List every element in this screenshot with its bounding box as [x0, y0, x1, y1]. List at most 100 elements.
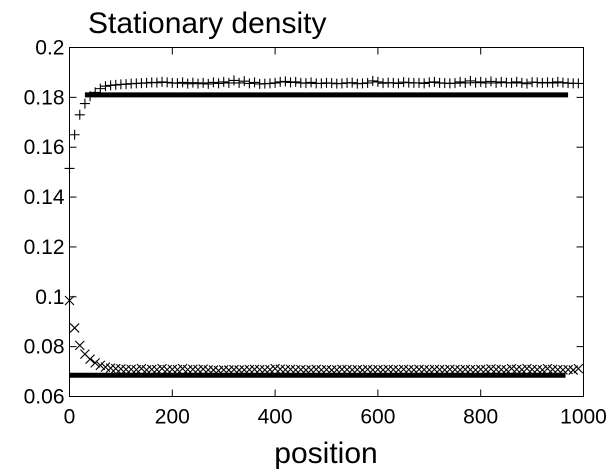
cross-data-point [249, 364, 260, 375]
plot-frame [69, 47, 584, 397]
plus-data-point [74, 109, 85, 120]
plus-data-point [470, 77, 481, 88]
plus-data-point [193, 78, 203, 89]
plus-data-point [573, 78, 584, 89]
cross-data-point [383, 364, 394, 375]
plus-data-point [270, 77, 281, 88]
cross-data-point [465, 364, 476, 375]
plus-data-point [465, 75, 476, 86]
cross-data-point [90, 357, 101, 368]
plus-data-point [511, 76, 522, 87]
plus-data-point [95, 83, 106, 94]
cross-data-point [373, 364, 383, 375]
plus-data-point [234, 77, 245, 88]
cross-data-point [491, 364, 502, 375]
plus-data-point [290, 76, 301, 87]
plus-data-point [69, 129, 80, 140]
cross-data-point [429, 364, 440, 375]
cross-data-point [126, 364, 137, 375]
plus-data-point [552, 76, 563, 87]
x-tick-label: 0 [64, 406, 76, 429]
plus-data-point [249, 77, 260, 88]
cross-data-point [342, 364, 352, 375]
cross-data-point [450, 364, 460, 375]
cross-data-point [388, 364, 399, 375]
cross-data-point [403, 364, 414, 375]
y-tick-label: 0.1 [35, 286, 64, 309]
x-axis-label: position [274, 437, 377, 470]
y-tick-label: 0.12 [24, 236, 65, 259]
plus-data-point [244, 78, 255, 89]
cross-data-point [547, 364, 558, 375]
plus-marker-series [64, 75, 584, 174]
plus-data-point [100, 81, 111, 92]
plus-data-point [367, 75, 378, 86]
plus-data-point [177, 77, 188, 88]
plus-data-point [228, 75, 239, 86]
y-tick-label: 0.18 [24, 86, 65, 109]
cross-data-point [475, 364, 486, 375]
y-tick-label: 0.2 [35, 37, 64, 60]
cross-data-point [121, 364, 131, 375]
cross-data-point [398, 364, 409, 375]
plus-data-point [506, 77, 517, 88]
cross-data-point [460, 364, 471, 375]
y-tick-label: 0.08 [24, 336, 65, 359]
cross-data-point [162, 364, 173, 375]
plus-data-point [187, 77, 198, 88]
reference-line-layer [69, 92, 569, 378]
cross-data-point [69, 323, 80, 333]
cross-data-point [337, 364, 347, 375]
plus-data-point [172, 78, 183, 89]
plus-data-point [306, 77, 317, 88]
cross-data-point [182, 364, 193, 375]
cross-data-point [254, 364, 265, 375]
plus-data-point [79, 98, 90, 109]
plus-data-point [521, 78, 532, 89]
x-tick-label: 400 [258, 406, 293, 429]
x-tick-label: 1000 [560, 406, 607, 429]
plus-data-point [485, 76, 496, 87]
plus-data-point [475, 76, 486, 87]
y-tick-label: 0.16 [24, 136, 65, 159]
y-tick-label: 0.06 [24, 386, 65, 409]
cross-marker-series [64, 295, 584, 376]
cross-data-point [414, 364, 424, 375]
plus-data-point [455, 76, 466, 87]
plus-data-point [347, 77, 358, 88]
plus-data-point [213, 78, 224, 89]
plus-data-point [516, 77, 527, 88]
cross-data-point [167, 364, 178, 375]
cross-data-point [110, 363, 121, 374]
cross-data-point [280, 364, 291, 375]
tick-layer: 0 200 400 600 800 1000 0.06 0.08 0.1 0.12 0.14 0.16… [24, 37, 607, 429]
plus-data-point [223, 77, 234, 88]
cross-data-point [573, 363, 584, 374]
plus-data-point [203, 78, 214, 89]
x-tick-label: 800 [463, 406, 498, 429]
plus-data-point [208, 77, 219, 88]
cross-data-point [552, 364, 563, 375]
plus-data-point [218, 76, 229, 87]
x-tick-label: 600 [360, 406, 395, 429]
plus-data-point [496, 76, 507, 87]
plus-data-point [419, 78, 430, 89]
cross-data-point [532, 364, 543, 375]
series-layer [64, 75, 584, 376]
plus-data-point [85, 91, 96, 102]
plus-data-point [450, 78, 460, 89]
plus-data-point [429, 76, 440, 87]
x-tick-label: 200 [155, 406, 190, 429]
cross-data-point [496, 364, 507, 375]
plus-data-point [480, 77, 491, 88]
plus-data-point [239, 76, 250, 87]
cross-data-point [95, 360, 106, 371]
cross-data-point [74, 340, 85, 351]
chart-title: Stationary density [88, 7, 326, 40]
plus-data-point [362, 77, 373, 88]
y-tick-label: 0.14 [24, 186, 65, 209]
plus-data-point [280, 76, 291, 87]
cross-data-point [85, 354, 95, 364]
plus-data-point [393, 78, 404, 89]
cross-data-point [444, 364, 455, 375]
